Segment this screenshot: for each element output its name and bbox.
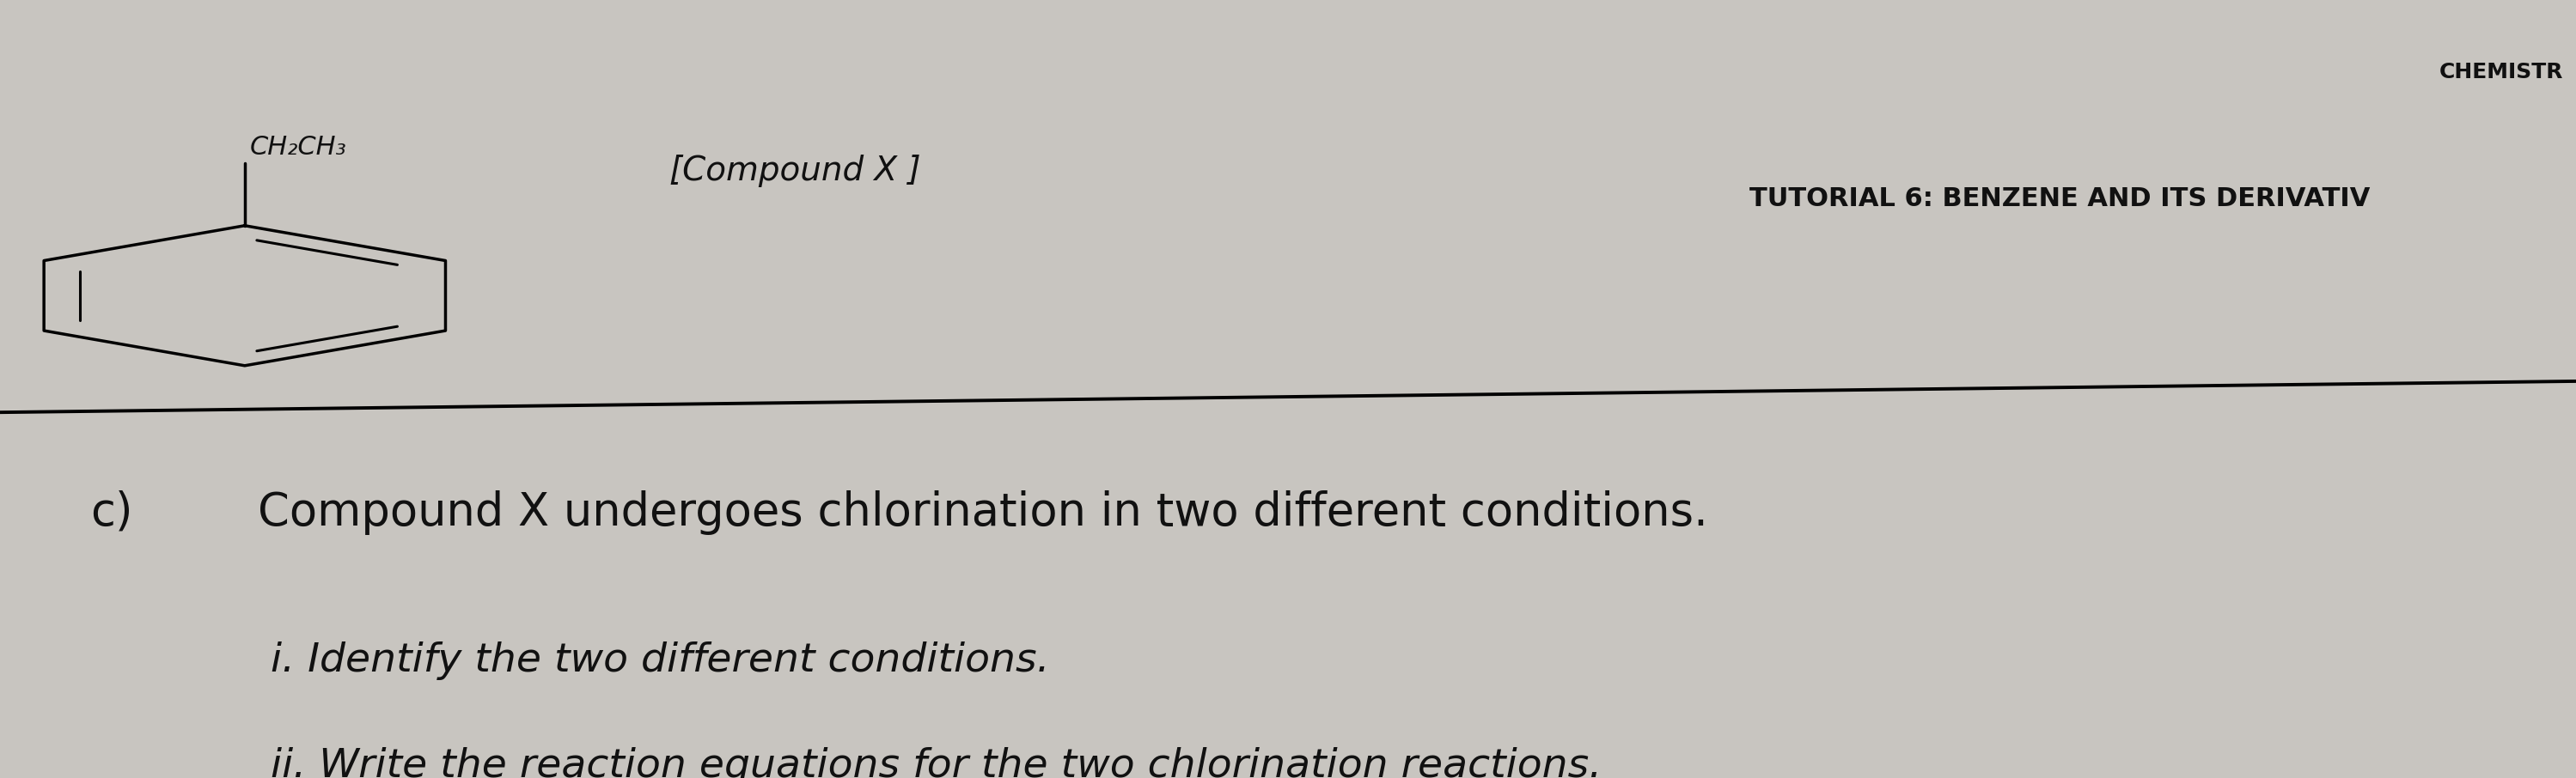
Text: c): c) <box>90 490 134 534</box>
Text: TUTORIAL 6: BENZENE AND ITS DERIVATIV: TUTORIAL 6: BENZENE AND ITS DERIVATIV <box>1749 187 2370 212</box>
Text: Compound X undergoes chlorination in two different conditions.: Compound X undergoes chlorination in two… <box>258 490 1708 534</box>
Text: ii. Write the reaction equations for the two chlorination reactions.: ii. Write the reaction equations for the… <box>270 747 1602 778</box>
Text: [Compound X ]: [Compound X ] <box>670 155 922 187</box>
Text: i. Identify the two different conditions.: i. Identify the two different conditions… <box>270 642 1048 681</box>
Text: CHEMISTR: CHEMISTR <box>2439 62 2563 82</box>
Text: CH₂CH₃: CH₂CH₃ <box>250 135 348 159</box>
